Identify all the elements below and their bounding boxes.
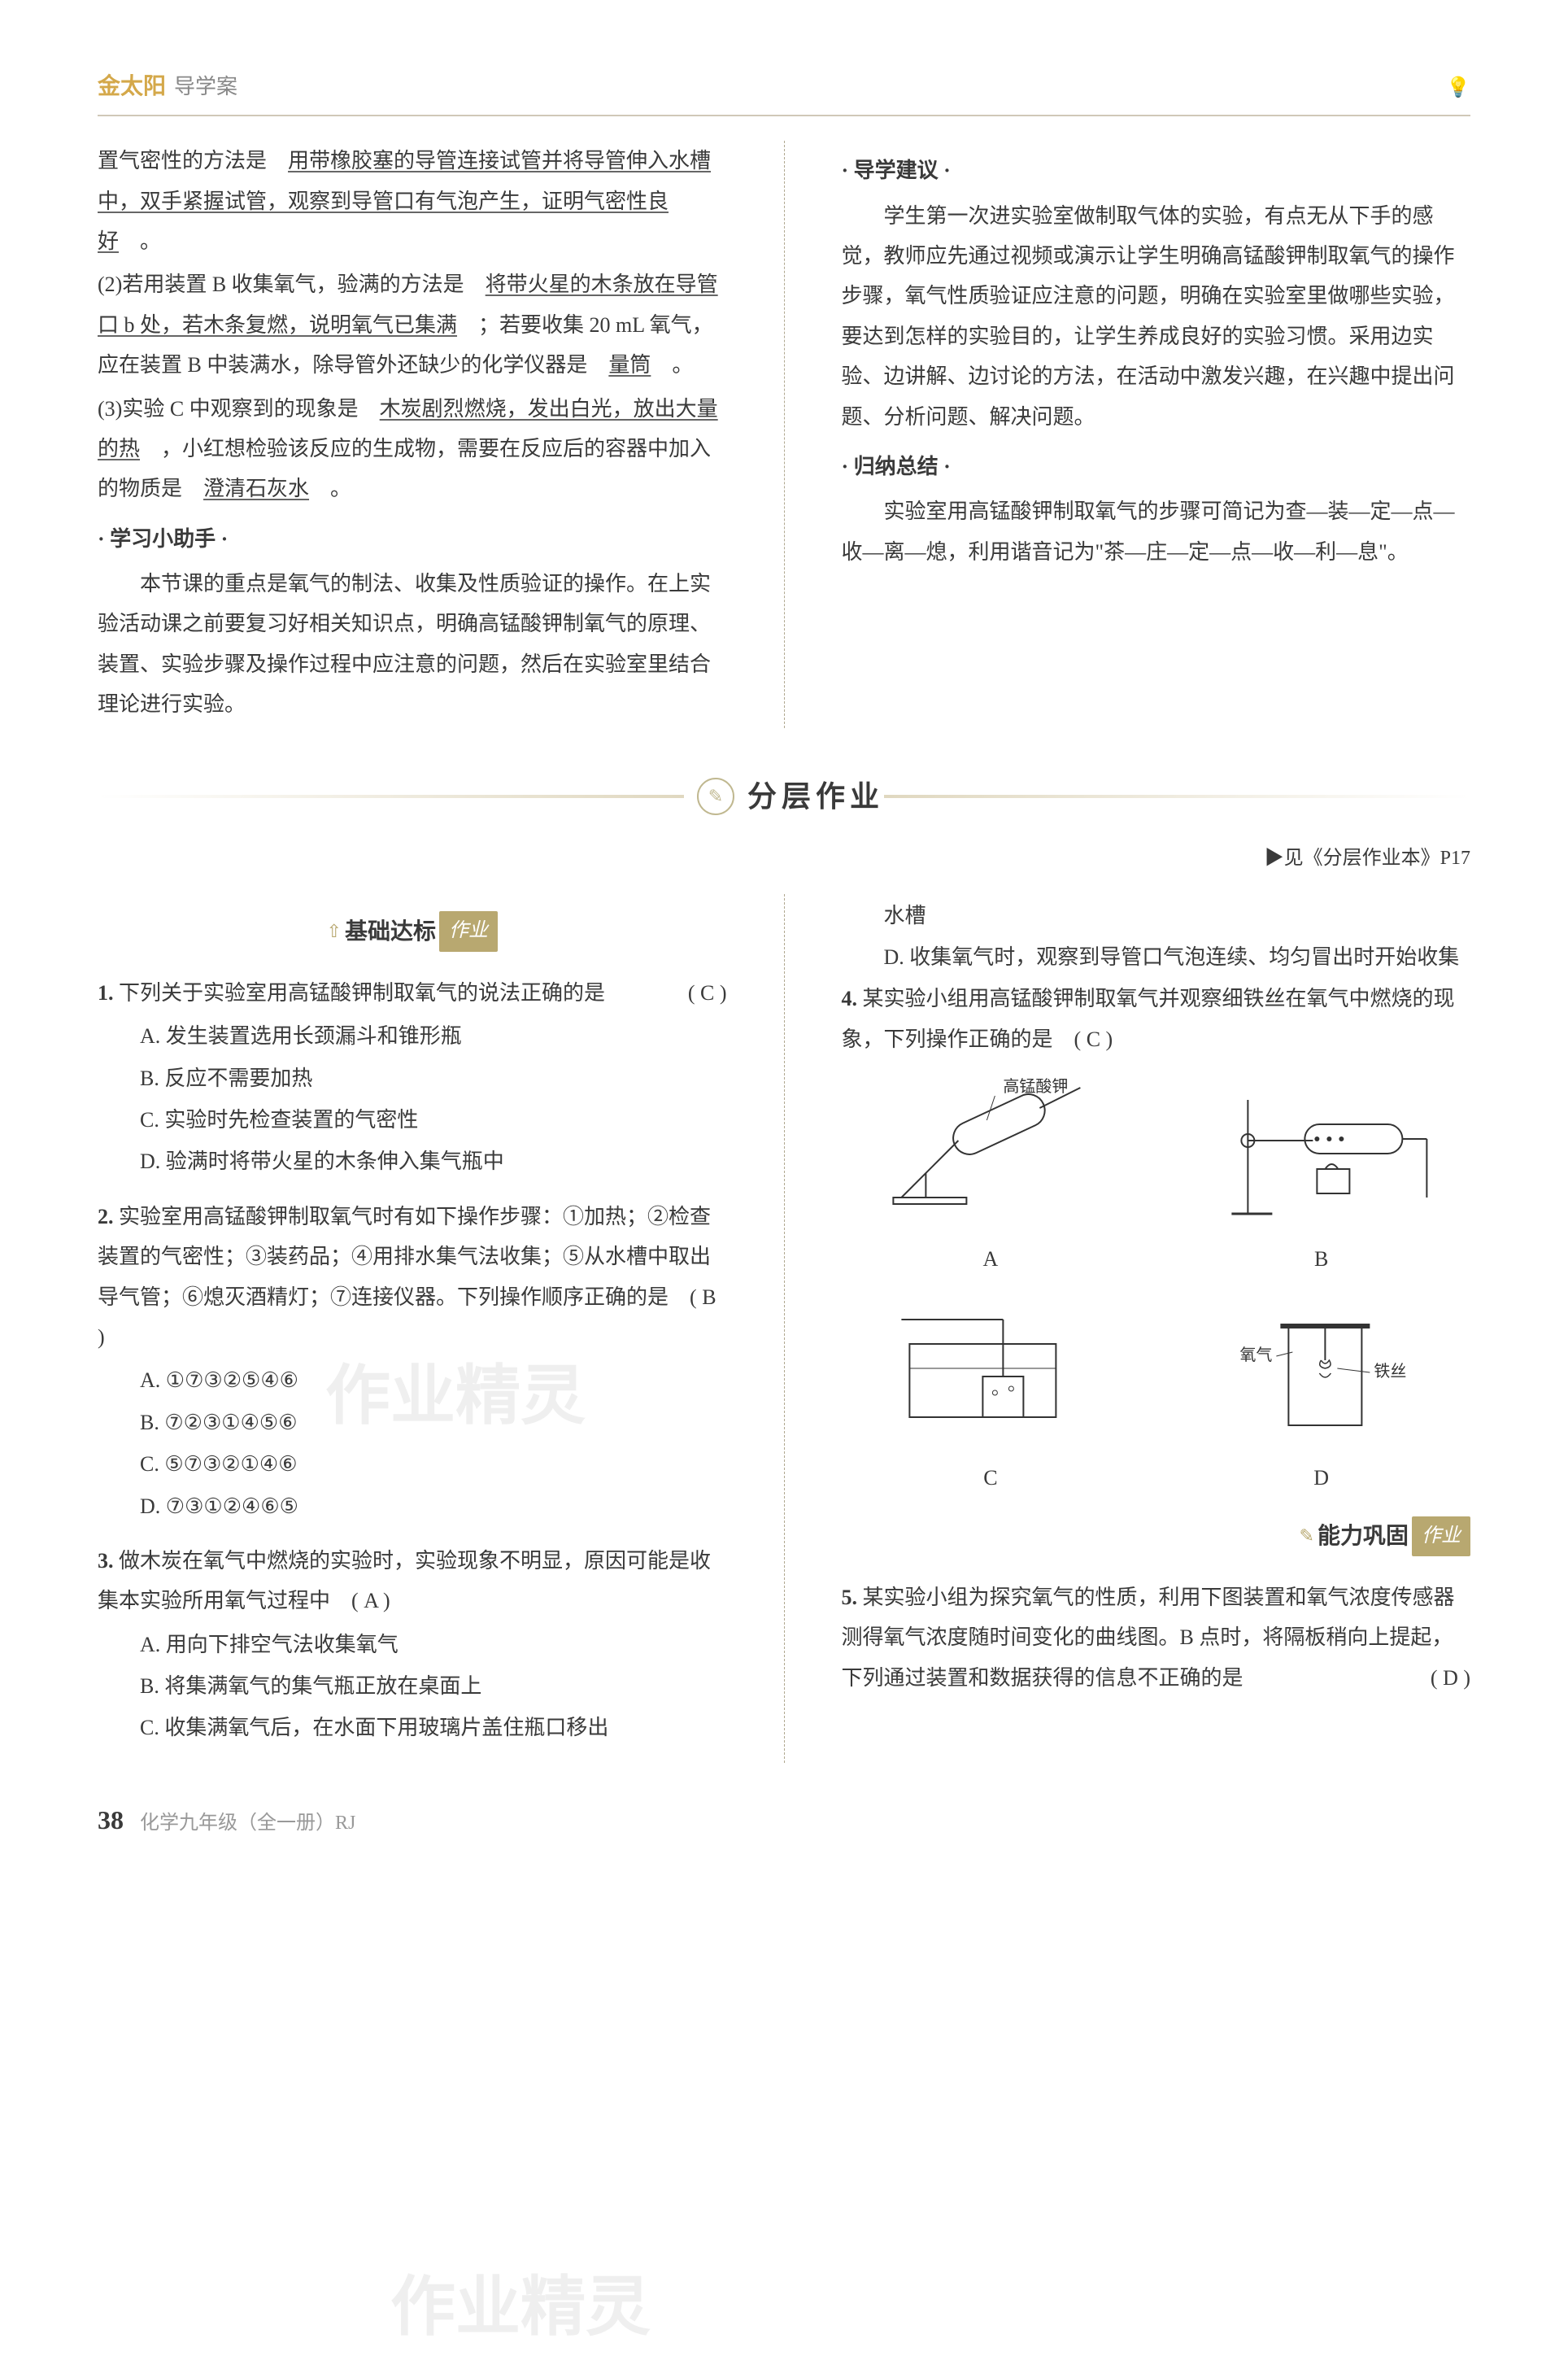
q4-num: 4. <box>842 987 858 1010</box>
question-5: 5. 某实验小组为探究氧气的性质，利用下图装置和氧气浓度传感器测得氧气浓度随时间… <box>842 1577 1471 1698</box>
q4-ans: ( C ) <box>1074 1027 1113 1051</box>
diagram-d-letter: D <box>1172 1458 1470 1498</box>
summary-text: 实验室用高锰酸钾制取氧气的步骤可简记为查—装—定—点—收—离—熄，利用谐音记为"… <box>842 491 1471 572</box>
q1-text: 下列关于实验室用高锰酸钾制取氧气的说法正确的是 <box>119 981 605 1005</box>
q3-opt-d: D. 收集氧气时，观察到导管口气泡连续、均匀冒出时开始收集 <box>884 937 1471 977</box>
watermark-2: 作业精灵 <box>390 2245 651 2369</box>
para-3: (3)实验 C 中观察到的现象是 木炭剧烈燃烧，发出白光，放出大量的热 ，小红想… <box>98 389 727 509</box>
question-2: 2. 实验室用高锰酸钾制取氧气时有如下操作步骤：①加热；②检查装置的气密性；③装… <box>98 1197 727 1526</box>
para-1: 置气密性的方法是 用带橡胶塞的导管连接试管并将导管伸入水槽中，双手紧握试管，观察… <box>98 141 727 261</box>
page-header: 金太阳 导学案 💡 <box>98 65 1470 116</box>
sub-banner-basic: ⇧ 基础达标 作业 <box>98 910 727 953</box>
question-4: 4. 某实验小组用高锰酸钾制取氧气并观察细铁丝在氧气中燃烧的现象，下列操作正确的… <box>842 979 1471 1498</box>
diagram-d-o2: 氧气 <box>1240 1346 1273 1364</box>
q2-text: 实验室用高锰酸钾制取氧气时有如下操作步骤：①加热；②检查装置的气密性；③装药品；… <box>98 1205 711 1309</box>
suggest-heading: · 导学建议 · <box>842 151 1471 190</box>
suggest-text: 学生第一次进实验室做制取气体的实验，有点无从下手的感觉，教师应先通过视频或演示让… <box>842 196 1471 437</box>
footer-text: 化学九年级（全一册）RJ <box>140 1805 355 1843</box>
diagram-a: 高锰酸钾 A <box>842 1075 1140 1279</box>
q3-extra-pre: 水槽 <box>884 896 1471 936</box>
q2-opt-b: B. ⑦②③①④⑤⑥ <box>140 1403 727 1442</box>
diagram-b: B <box>1172 1075 1470 1279</box>
diagram-d-fe: 铁丝 <box>1374 1362 1407 1381</box>
q4-text: 某实验小组用高锰酸钾制取氧气并观察细铁丝在氧气中燃烧的现象，下列操作正确的是 <box>842 987 1455 1050</box>
bulb-icon: 💡 <box>1446 70 1470 107</box>
para-2: (2)若用装置 B 收集氧气，验满的方法是 将带火星的木条放在导管口 b 处，若… <box>98 264 727 385</box>
q5-text: 某实验小组为探究氧气的性质，利用下图装置和氧气浓度传感器测得氧气浓度随时间变化的… <box>842 1586 1455 1690</box>
q2-opt-d: D. ⑦③①②④⑥⑤ <box>140 1486 727 1526</box>
hw-right-col: 水槽 D. 收集氧气时，观察到导管口气泡连续、均匀冒出时开始收集 4. 某实验小… <box>842 894 1471 1763</box>
diagram-d-svg: 氧气 铁丝 <box>1172 1295 1470 1442</box>
diagram-b-svg <box>1172 1075 1470 1222</box>
diagram-c: C <box>842 1295 1140 1499</box>
diagram-c-svg <box>842 1295 1140 1442</box>
q3-ans: ( A ) <box>351 1589 390 1612</box>
brand-name: 金太阳 <box>98 65 166 108</box>
q3-opt-a: A. 用向下排空气法收集氧气 <box>140 1625 727 1664</box>
q2-opt-a: A. ①⑦③②⑤④⑥ <box>140 1360 727 1400</box>
sub-banner-ability: ✎ 能力巩固 作业 <box>842 1515 1471 1558</box>
helper-text: 本节课的重点是氧气的制法、收集及性质验证的操作。在上实验活动课之前要复习好相关知… <box>98 564 727 725</box>
badge-ability: 作业 <box>1412 1516 1470 1557</box>
helper-heading: · 学习小助手 · <box>98 519 727 559</box>
diagram-a-letter: A <box>842 1239 1140 1279</box>
q3-opt-b: B. 将集满氧气的集气瓶正放在桌面上 <box>140 1666 727 1706</box>
q3-opt-c: C. 收集满氧气后，在水面下用玻璃片盖住瓶口移出 <box>140 1708 727 1747</box>
banner-line-left <box>98 795 684 798</box>
banner-icon: ✎ <box>697 778 734 815</box>
q1-opt-a: A. 发生装置选用长颈漏斗和锥形瓶 <box>140 1016 727 1056</box>
q5-ans: ( D ) <box>1431 1658 1470 1698</box>
sub-label-basic: 基础达标 <box>345 910 436 953</box>
q3-num: 3. <box>98 1549 114 1573</box>
section-banner: ✎ 分层作业 <box>98 769 1470 824</box>
q5-num: 5. <box>842 1586 858 1609</box>
q3-text: 做木炭在氧气中燃烧的实验时，实验现象不明显，原因可能是收集本实验所用氧气过程中 <box>98 1549 711 1612</box>
page-number: 38 <box>98 1795 124 1845</box>
diagram-d: 氧气 铁丝 D <box>1172 1295 1470 1499</box>
hw-column-separator <box>784 894 785 1763</box>
top-content: 置气密性的方法是 用带橡胶塞的导管连接试管并将导管伸入水槽中，双手紧握试管，观察… <box>98 141 1470 727</box>
section-title: 分层作业 <box>747 769 884 824</box>
q1-opt-b: B. 反应不需要加热 <box>140 1058 727 1098</box>
diagram-a-svg: 高锰酸钾 <box>842 1075 1140 1222</box>
q1-opt-c: C. 实验时先检查装置的气密性 <box>140 1100 727 1140</box>
question-1: 1. 下列关于实验室用高锰酸钾制取氧气的说法正确的是 ( C ) A. 发生装置选… <box>98 973 727 1182</box>
reference-line: ▶见《分层作业本》P17 <box>98 840 1470 878</box>
top-right-col: · 导学建议 · 学生第一次进实验室做制取气体的实验，有点无从下手的感觉，教师应… <box>842 141 1471 727</box>
q1-ans: ( C ) <box>688 973 727 1013</box>
q1-num: 1. <box>98 981 114 1005</box>
page-footer: 38 化学九年级（全一册）RJ <box>98 1795 1470 1845</box>
diagram-c-letter: C <box>842 1458 1140 1498</box>
column-separator <box>784 141 785 727</box>
homework-content: ⇧ 基础达标 作业 1. 下列关于实验室用高锰酸钾制取氧气的说法正确的是 ( C … <box>98 894 1470 1763</box>
diagram-b-letter: B <box>1172 1239 1470 1279</box>
hw-left-col: ⇧ 基础达标 作业 1. 下列关于实验室用高锰酸钾制取氧气的说法正确的是 ( C … <box>98 894 727 1763</box>
q1-opt-d: D. 验满时将带火星的木条伸入集气瓶中 <box>140 1141 727 1181</box>
summary-heading: · 归纳总结 · <box>842 447 1471 486</box>
q2-num: 2. <box>98 1205 114 1228</box>
sub-label-ability: 能力巩固 <box>1318 1515 1409 1558</box>
banner-line-right <box>884 795 1470 798</box>
q4-diagrams: 高锰酸钾 A <box>842 1075 1471 1499</box>
brand-subtitle: 导学案 <box>174 67 237 107</box>
q2-opt-c: C. ⑤⑦③②①④⑥ <box>140 1444 727 1484</box>
badge-basic: 作业 <box>439 911 498 952</box>
question-3: 3. 做木炭在氧气中燃烧的实验时，实验现象不明显，原因可能是收集本实验所用氧气过… <box>98 1541 727 1748</box>
top-left-col: 置气密性的方法是 用带橡胶塞的导管连接试管并将导管伸入水槽中，双手紧握试管，观察… <box>98 141 727 727</box>
pencil-icon: ✎ <box>1300 1519 1314 1553</box>
arrow-up-icon: ⇧ <box>327 914 342 949</box>
diagram-a-label: 高锰酸钾 <box>1003 1077 1068 1096</box>
